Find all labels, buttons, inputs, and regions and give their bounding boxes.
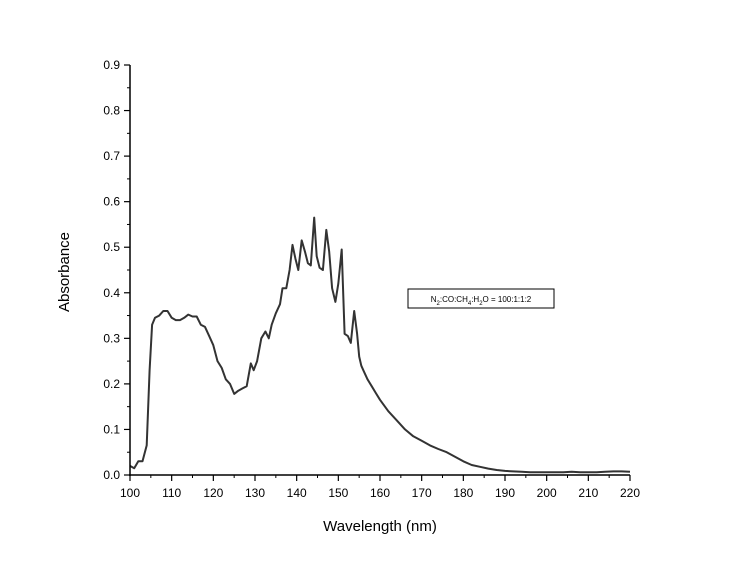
x-tick-label: 140 bbox=[287, 486, 307, 500]
legend: N2:CO:CH4:H2O = 100:1:1:2 bbox=[407, 288, 555, 309]
x-tick-label: 160 bbox=[370, 486, 390, 500]
x-tick-label: 220 bbox=[620, 486, 640, 500]
x-tick-label: 100 bbox=[120, 486, 140, 500]
y-tick-label: 0.3 bbox=[103, 331, 120, 345]
y-tick-label: 0.9 bbox=[103, 58, 120, 72]
legend-text-part: :H bbox=[471, 295, 479, 304]
x-tick-label: 120 bbox=[203, 486, 223, 500]
x-tick-label: 210 bbox=[578, 486, 598, 500]
x-tick-label: 180 bbox=[453, 486, 473, 500]
legend-subscript: 2 bbox=[479, 301, 483, 307]
legend-subscript: 4 bbox=[468, 301, 472, 307]
y-tick-label: 0.7 bbox=[103, 149, 120, 163]
y-tick-label: 0.4 bbox=[103, 286, 120, 300]
x-tick-label: 110 bbox=[162, 486, 181, 500]
x-tick-label: 200 bbox=[537, 486, 557, 500]
y-tick-label: 0.5 bbox=[103, 240, 120, 254]
x-tick-label: 130 bbox=[245, 486, 265, 500]
y-tick-label: 0.2 bbox=[103, 377, 120, 391]
y-tick-label: 0.1 bbox=[103, 422, 120, 436]
legend-label: N2:CO:CH4:H2O = 100:1:1:2 bbox=[431, 295, 532, 307]
y-axis-ticks: 0.0 0.1 0.2 0.3 0.4 0.5 0.6 0.7 0.8 0.9 bbox=[103, 58, 130, 482]
legend-text-part: O = 100:1:1:2 bbox=[483, 295, 532, 304]
legend-box bbox=[407, 288, 555, 309]
y-tick-label: 0.8 bbox=[103, 104, 120, 118]
legend-text-part: :CO:CH bbox=[440, 295, 468, 304]
y-axis-title: Absorbance bbox=[56, 232, 73, 312]
y-tick-label: 0.6 bbox=[103, 195, 120, 209]
x-tick-label: 170 bbox=[412, 486, 432, 500]
x-axis-ticks: 100 110 120 130 140 150 160 170 180 190 200 210 220 bbox=[120, 475, 640, 500]
x-axis-title: Wavelength (nm) bbox=[323, 518, 437, 535]
series-line bbox=[129, 216, 631, 474]
x-tick-label: 190 bbox=[495, 486, 515, 500]
legend-subscript: 2 bbox=[437, 301, 441, 307]
x-tick-label: 150 bbox=[328, 486, 348, 500]
legend-text-part: N bbox=[431, 295, 437, 304]
y-tick-label: 0.0 bbox=[103, 468, 120, 482]
